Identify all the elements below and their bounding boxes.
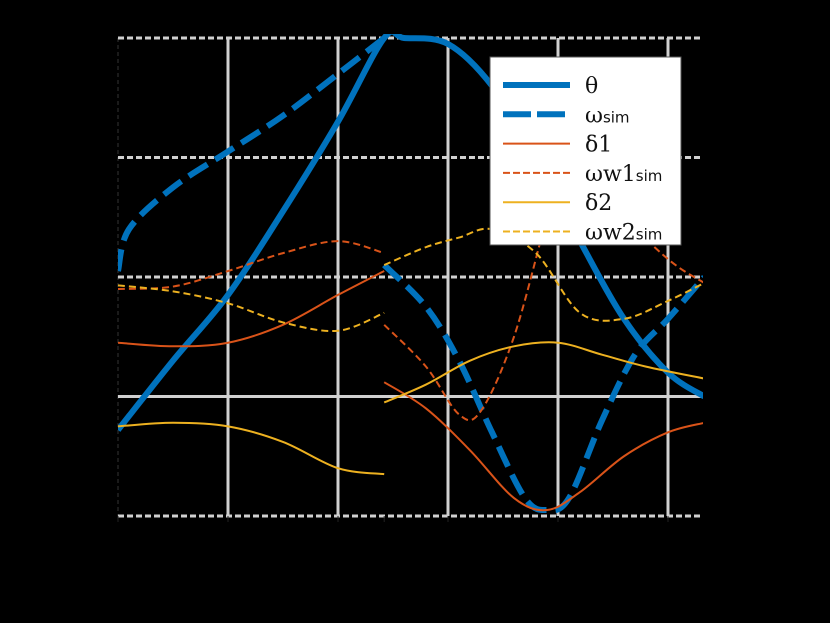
legend-label: δ2: [585, 191, 612, 216]
series-line-4: [118, 421, 385, 476]
legend-label: ωw2sim: [585, 221, 662, 246]
series-line-2: [383, 381, 703, 512]
legend-label: δ1: [585, 133, 612, 158]
series-line-1: [118, 35, 387, 272]
legend-label: ωw1sim: [585, 162, 662, 187]
legend: θ ωsim δ1 ωw1sim δ2 ωw2sim: [489, 56, 682, 246]
axes: [117, 516, 669, 522]
legend-label: θ: [585, 74, 598, 99]
legend-box: [489, 56, 682, 246]
series-line-1: [382, 262, 703, 514]
series-line-4: [383, 341, 703, 404]
series-line-5: [383, 227, 703, 322]
series-line-0: [118, 34, 703, 432]
series-line-2: [118, 270, 385, 348]
legend-label: ωsim: [585, 103, 630, 128]
series-line-3: [118, 240, 385, 290]
series-line-5: [118, 284, 385, 333]
